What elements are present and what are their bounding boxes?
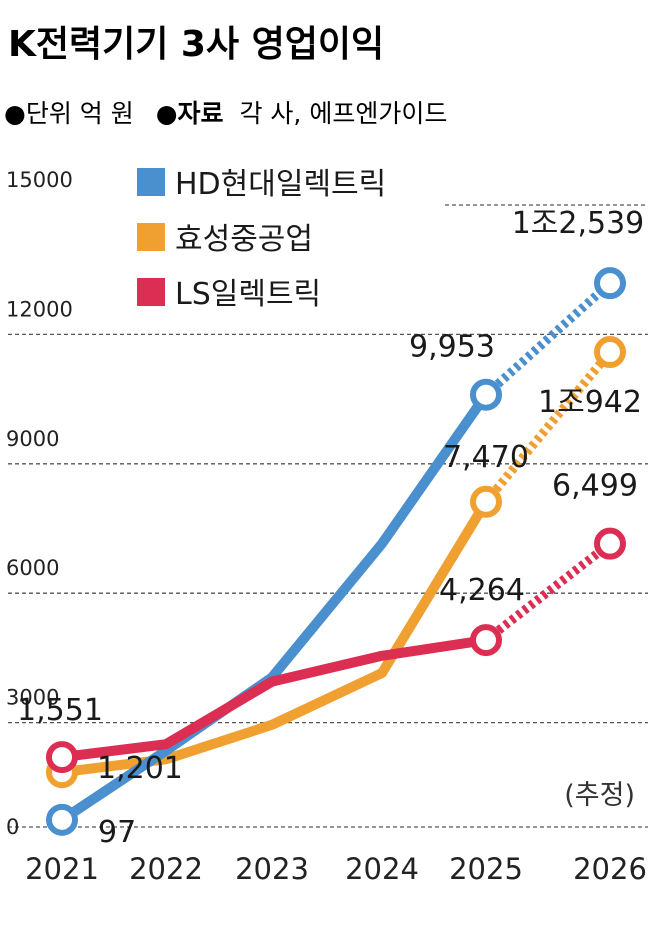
- source-label: 자료: [178, 99, 224, 128]
- x-tick-label: 2022: [129, 852, 203, 886]
- data-label: 1조2,539: [512, 206, 645, 241]
- y-axis-ticks: 0 3000 6000 9000 12000 15000: [6, 168, 73, 839]
- unit-source-note: ●단위 억 원 ●자료 각 사, 에프엔가이드: [4, 99, 447, 128]
- data-point-marker: [46, 803, 78, 836]
- data-point-marker: [470, 485, 502, 518]
- series-group: [46, 267, 626, 836]
- data-labels: 97 9,953 1조2,539 1,201 7,470 1조942 1,551 4,264 6…: [17, 206, 644, 850]
- legend-label: 효성중공업: [175, 222, 313, 257]
- x-tick-label: 2026: [573, 852, 647, 886]
- series-line-estimate: [482, 349, 614, 505]
- y-tick-label: 3000: [6, 686, 59, 710]
- data-point-marker: [594, 267, 626, 300]
- x-axis-ticks: 2021 2022 2023 2024 2025 2026: [25, 852, 647, 886]
- series-line: [57, 496, 491, 778]
- x-tick-label: 2023: [235, 852, 309, 886]
- grid-lines: [8, 204, 648, 828]
- y-tick-label: 6000: [6, 556, 59, 580]
- data-label: 1,201: [97, 751, 183, 786]
- x-tick-label: 2024: [345, 852, 419, 886]
- data-point-marker: [470, 624, 502, 657]
- data-label: 7,470: [443, 440, 529, 475]
- legend-label: LS일렉트릭: [175, 277, 321, 312]
- estimate-note: (추정): [564, 780, 635, 811]
- data-point-marker: [46, 741, 78, 774]
- y-tick-label: 9000: [6, 427, 59, 451]
- data-label: 1조942: [538, 385, 642, 420]
- data-label: 1,551: [17, 693, 103, 728]
- source-text: 각 사, 에프엔가이드: [239, 99, 447, 128]
- data-label: 9,953: [409, 330, 495, 365]
- x-tick-label: 2021: [25, 852, 99, 886]
- series-line-estimate: [482, 279, 614, 399]
- data-label: 97: [98, 815, 136, 850]
- y-tick-label: 15000: [6, 168, 73, 192]
- bullet-icon: ●: [156, 99, 178, 128]
- bullet-icon: ●: [4, 99, 26, 128]
- y-tick-label: 12000: [6, 297, 73, 321]
- y-tick-label: 0: [6, 815, 19, 839]
- legend-label: HD현대일렉트릭: [175, 167, 386, 202]
- data-point-marker: [594, 527, 626, 560]
- chart-title: K전력기기 3사 영업이익: [8, 24, 384, 65]
- legend-swatch: [137, 278, 165, 306]
- x-tick-label: 2025: [449, 852, 523, 886]
- data-point-marker: [594, 336, 626, 369]
- series-line-estimate: [483, 540, 613, 644]
- legend-swatch: [137, 223, 165, 251]
- data-label: 6,499: [552, 469, 638, 504]
- series-line: [57, 635, 491, 763]
- unit-note: ●단위 억 원 ●자료 각 사, 에프엔가이드: [4, 99, 447, 128]
- data-point-marker: [470, 378, 502, 411]
- data-label: 4,264: [439, 573, 525, 608]
- legend-swatch: [137, 168, 165, 196]
